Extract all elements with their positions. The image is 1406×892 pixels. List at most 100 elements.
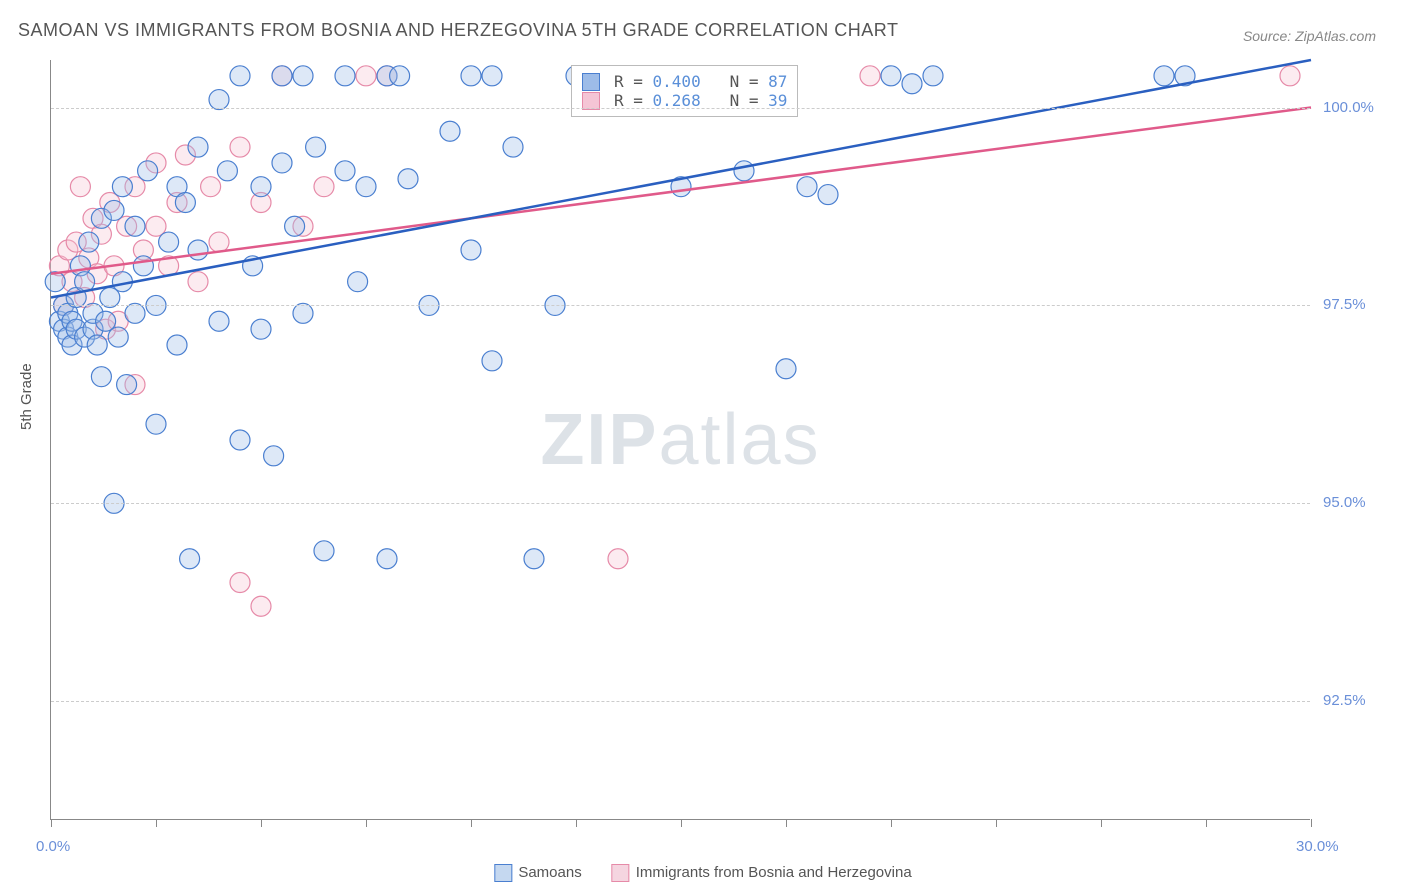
data-point — [461, 66, 481, 86]
data-point — [314, 541, 334, 561]
data-point — [112, 177, 132, 197]
data-point — [104, 200, 124, 220]
x-tick — [681, 819, 682, 827]
x-tick — [1101, 819, 1102, 827]
data-point — [272, 66, 292, 86]
data-point — [285, 216, 305, 236]
data-point — [1154, 66, 1174, 86]
x-tick — [366, 819, 367, 827]
chart-title: SAMOAN VS IMMIGRANTS FROM BOSNIA AND HER… — [18, 20, 898, 41]
data-point — [377, 549, 397, 569]
data-point — [201, 177, 221, 197]
legend-bottom: Samoans Immigrants from Bosnia and Herzeg… — [494, 864, 911, 882]
data-point — [175, 193, 195, 213]
data-point — [125, 216, 145, 236]
legend-stats-text: R = 0.400 N = 87 — [614, 72, 787, 91]
y-tick-label: 100.0% — [1323, 99, 1374, 116]
data-point — [230, 430, 250, 450]
legend-stats-row: R = 0.400 N = 87 — [582, 72, 787, 91]
data-point — [293, 66, 313, 86]
x-tick-label: 0.0% — [36, 838, 70, 855]
data-point — [180, 549, 200, 569]
data-point — [1280, 66, 1300, 86]
data-point — [217, 161, 237, 181]
legend-item: Samoans — [494, 864, 581, 882]
data-point — [923, 66, 943, 86]
x-tick — [471, 819, 472, 827]
x-tick — [996, 819, 997, 827]
trend-line — [51, 108, 1311, 274]
x-tick — [156, 819, 157, 827]
data-point — [461, 240, 481, 260]
data-point — [524, 549, 544, 569]
data-point — [188, 272, 208, 292]
x-tick-label: 30.0% — [1296, 838, 1339, 855]
x-tick — [786, 819, 787, 827]
x-tick — [891, 819, 892, 827]
plot-svg — [51, 60, 1310, 819]
data-point — [133, 256, 153, 276]
data-point — [264, 446, 284, 466]
legend-swatch-icon — [494, 864, 512, 882]
data-point — [146, 414, 166, 434]
legend-label: Samoans — [518, 864, 581, 881]
data-point — [79, 232, 99, 252]
y-tick-label: 95.0% — [1323, 494, 1366, 511]
data-point — [209, 232, 229, 252]
data-point — [818, 185, 838, 205]
legend-stats-box: R = 0.400 N = 87R = 0.268 N = 39 — [571, 65, 798, 117]
data-point — [167, 335, 187, 355]
data-point — [356, 177, 376, 197]
data-point — [356, 66, 376, 86]
data-point — [503, 137, 523, 157]
x-tick — [576, 819, 577, 827]
x-tick — [261, 819, 262, 827]
data-point — [138, 161, 158, 181]
gridline — [51, 503, 1310, 504]
data-point — [87, 335, 107, 355]
data-point — [188, 137, 208, 157]
y-tick-label: 97.5% — [1323, 296, 1366, 313]
data-point — [230, 573, 250, 593]
data-point — [734, 161, 754, 181]
gridline — [51, 305, 1310, 306]
data-point — [230, 137, 250, 157]
data-point — [159, 232, 179, 252]
data-point — [398, 169, 418, 189]
data-point — [272, 153, 292, 173]
legend-swatch-icon — [582, 73, 600, 91]
x-tick — [51, 819, 52, 827]
data-point — [108, 327, 128, 347]
data-point — [335, 66, 355, 86]
y-axis-label: 5th Grade — [18, 363, 35, 430]
data-point — [860, 66, 880, 86]
y-tick-label: 92.5% — [1323, 692, 1366, 709]
x-tick — [1311, 819, 1312, 827]
data-point — [45, 272, 65, 292]
legend-item: Immigrants from Bosnia and Herzegovina — [612, 864, 912, 882]
data-point — [91, 367, 111, 387]
data-point — [482, 66, 502, 86]
data-point — [70, 177, 90, 197]
data-point — [390, 66, 410, 86]
data-point — [797, 177, 817, 197]
data-point — [117, 375, 137, 395]
x-tick — [1206, 819, 1207, 827]
data-point — [608, 549, 628, 569]
data-point — [776, 359, 796, 379]
data-point — [902, 74, 922, 94]
data-point — [306, 137, 326, 157]
data-point — [251, 319, 271, 339]
data-point — [348, 272, 368, 292]
data-point — [335, 161, 355, 181]
gridline — [51, 701, 1310, 702]
data-point — [251, 596, 271, 616]
legend-swatch-icon — [612, 864, 630, 882]
data-point — [881, 66, 901, 86]
plot-area: ZIPatlas R = 0.400 N = 87R = 0.268 N = 3… — [50, 60, 1310, 820]
data-point — [251, 177, 271, 197]
data-point — [209, 311, 229, 331]
data-point — [440, 121, 460, 141]
chart-container: SAMOAN VS IMMIGRANTS FROM BOSNIA AND HER… — [0, 0, 1406, 892]
gridline — [51, 108, 1310, 109]
